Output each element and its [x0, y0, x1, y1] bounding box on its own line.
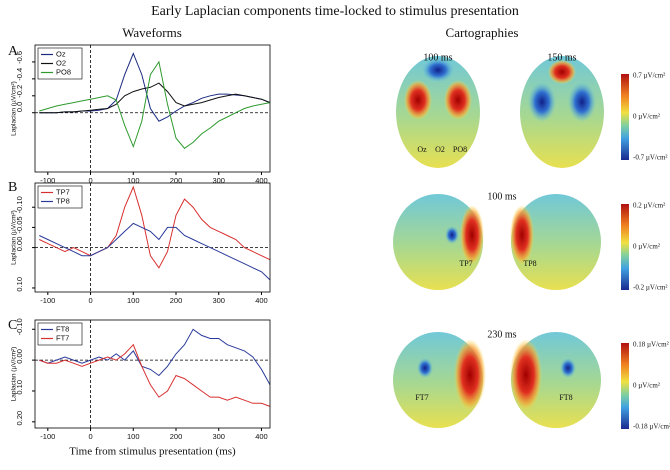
x-tick-label: 300 — [212, 432, 225, 441]
x-tick-label: 100 — [127, 432, 140, 441]
x-tick-label: 200 — [170, 296, 183, 305]
y-tick-label: -0.05 — [15, 216, 24, 233]
head — [511, 194, 601, 290]
head-blob — [510, 339, 542, 411]
head-blob — [417, 358, 433, 378]
electrode-label: TP8 — [523, 259, 536, 268]
x-tick-label: 100 — [127, 296, 140, 305]
head-blob — [568, 82, 596, 122]
x-tick-label: -100 — [40, 296, 55, 305]
y-tick-label: -0.2 — [15, 85, 24, 98]
head-blob — [510, 205, 534, 265]
head-blob — [444, 80, 472, 120]
waveforms-title: Waveforms — [122, 25, 182, 40]
time-label: 100 ms — [423, 52, 452, 63]
y-tick-label: 0.00 — [15, 349, 24, 364]
y-tick-label: -0.10 — [15, 318, 24, 335]
x-tick-label: 400 — [255, 296, 268, 305]
colorbar — [621, 74, 629, 160]
plot-frame — [34, 182, 271, 293]
panel-letter: C — [8, 318, 17, 333]
legend-label: TP8 — [56, 196, 70, 205]
panel-letter: B — [8, 180, 17, 195]
legend-box — [37, 322, 83, 346]
electrode-label: TP7 — [459, 259, 472, 268]
scale-label: 0.2 µV/cm² — [633, 202, 665, 210]
time-label: 100 ms — [487, 191, 516, 202]
electrode-label: Oz — [417, 145, 427, 154]
y-tick-label: -0.4 — [15, 68, 24, 81]
y-tick-label: -0.6 — [15, 51, 24, 64]
legend-label: FT7 — [56, 333, 69, 342]
y-tick-label: 0.00 — [15, 237, 24, 252]
x-tick-label: 100 — [127, 176, 140, 185]
x-axis-label: Time from stimulus presentation (ms) — [69, 446, 236, 458]
x-tick-label: 200 — [170, 176, 183, 185]
time-label: 150 ms — [547, 52, 576, 63]
series-line — [39, 185, 271, 269]
x-tick-label: 400 — [255, 176, 268, 185]
x-tick-label: -100 — [40, 176, 55, 185]
scale-label: 0 µV/cm² — [633, 382, 660, 390]
time-label: 230 ms — [487, 329, 516, 340]
x-tick-label: 0 — [88, 176, 92, 185]
series-line — [39, 343, 271, 407]
head-blob — [548, 60, 576, 84]
series-line — [39, 60, 271, 149]
y-axis-label: Laplacian (µV/cm²) — [11, 81, 18, 136]
electrode-label: PO8 — [453, 145, 467, 154]
head-blob — [560, 358, 576, 378]
y-tick-label: -0.10 — [15, 196, 24, 213]
x-tick-label: 200 — [170, 432, 183, 441]
y-tick-label: 0.10 — [15, 380, 24, 395]
y-axis-label: Laplacian (µV/cm²) — [11, 210, 18, 265]
y-tick-label: 0.0 — [15, 102, 24, 112]
series-line — [39, 222, 271, 281]
plot-frame — [34, 319, 271, 429]
legend-label: PO8 — [56, 67, 71, 76]
electrode-label: FT7 — [415, 393, 428, 402]
x-tick-label: 300 — [212, 296, 225, 305]
x-tick-label: -100 — [40, 432, 55, 441]
colorbar — [621, 204, 629, 290]
head-blob — [422, 58, 454, 82]
legend-label: FT8 — [56, 324, 69, 333]
series-line — [39, 328, 271, 386]
x-tick-label: 400 — [255, 432, 268, 441]
y-axis-label: Laplacian (µV/cm²) — [11, 347, 18, 402]
head-blob — [460, 205, 484, 265]
panel-letter: A — [8, 44, 19, 59]
x-tick-label: 300 — [212, 176, 225, 185]
scale-label: 0.18 µV/cm² — [633, 341, 669, 349]
figure-title: Early Laplacian components time-locked t… — [151, 4, 519, 19]
scale-label: -0.7 µV/cm² — [633, 154, 668, 162]
cartographies-title: Cartographies — [446, 25, 519, 40]
electrode-label: O2 — [435, 145, 445, 154]
topographies — [393, 56, 629, 429]
plot-frame — [34, 44, 271, 173]
legend-label: TP7 — [56, 187, 70, 196]
y-tick-label: 0.20 — [15, 411, 24, 426]
scale-label: -0.2 µV/cm² — [633, 284, 668, 292]
scale-label: 0.7 µV/cm² — [633, 72, 665, 80]
head-blob — [445, 226, 459, 244]
scale-label: 0 µV/cm² — [633, 243, 660, 251]
legend-box — [37, 185, 83, 209]
legend-label: Oz — [56, 49, 66, 58]
head-blob — [528, 82, 556, 122]
scale-label: -0.18 µV/cm² — [633, 423, 670, 431]
electrode-label: FT8 — [559, 393, 572, 402]
scale-label: 0 µV/cm² — [633, 113, 660, 121]
colorbar — [621, 343, 629, 429]
x-tick-label: 0 — [88, 296, 92, 305]
x-tick-label: 0 — [88, 432, 92, 441]
legend-label: O2 — [56, 58, 66, 67]
head — [393, 194, 483, 290]
series-line — [39, 82, 271, 114]
y-tick-label: 0.10 — [15, 277, 24, 292]
head-blob — [404, 80, 432, 120]
head-blob — [454, 339, 486, 411]
